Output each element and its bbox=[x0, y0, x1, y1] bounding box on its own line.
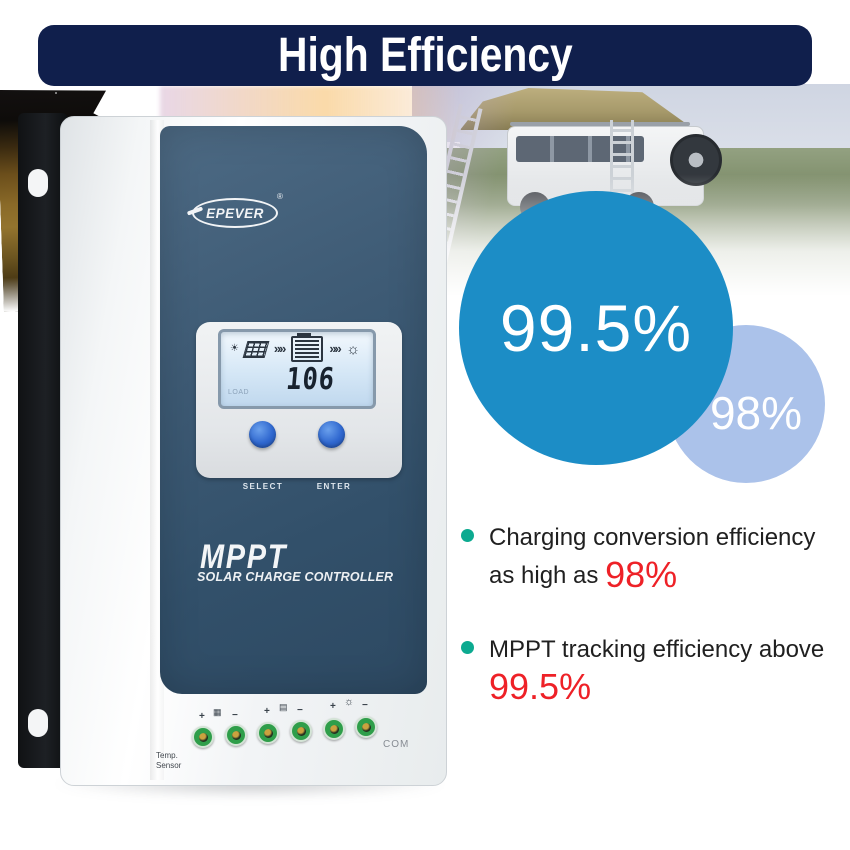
feature-line2: as high as 98% bbox=[489, 556, 815, 594]
mounting-hole-bottom bbox=[28, 709, 48, 737]
select-button bbox=[249, 421, 276, 448]
bullet-dot-icon bbox=[461, 641, 474, 654]
feature-text: MPPT tracking efficiency above 99.5% bbox=[489, 631, 824, 706]
temp-sensor-line2: Sensor bbox=[156, 761, 182, 770]
stars bbox=[0, 0, 2, 2]
feature-conversion-efficiency: Charging conversion efficiency as high a… bbox=[461, 519, 841, 594]
product-subtitle: SOLAR CHARGE CONTROLLER bbox=[197, 570, 394, 584]
terminal-pv-plus bbox=[192, 726, 214, 748]
bullet-dot-icon bbox=[461, 529, 474, 542]
com-port-label: COM bbox=[383, 739, 410, 750]
feature-line1: MPPT tracking efficiency above bbox=[489, 636, 825, 663]
tracking-efficiency-value: 99.5% bbox=[499, 291, 693, 365]
battery-plus-label: + bbox=[264, 706, 270, 717]
conversion-efficiency-value: 98% bbox=[709, 387, 803, 439]
feature-text: Charging conversion efficiency as high a… bbox=[489, 519, 815, 594]
brand-logo: EPEVER bbox=[192, 198, 278, 228]
tracking-efficiency-circle: 99.5% bbox=[459, 191, 733, 465]
brand-name: EPEVER bbox=[206, 205, 264, 221]
temp-sensor-label: Temp. Sensor bbox=[156, 751, 181, 771]
flow-arrows-icon: »» bbox=[273, 340, 287, 356]
battery-minus-label: − bbox=[297, 705, 303, 716]
solar-panel-icon bbox=[243, 340, 270, 358]
battery-icon: ▤ bbox=[279, 702, 288, 712]
lcd-reading: 106 bbox=[284, 362, 337, 397]
terminal-battery-plus bbox=[257, 722, 279, 744]
flow-arrows-icon: »» bbox=[329, 340, 342, 356]
terminal-load-plus bbox=[323, 718, 345, 740]
feature-line2: 99.5% bbox=[489, 668, 824, 706]
mounting-bracket bbox=[18, 113, 68, 768]
battery-icon bbox=[290, 333, 323, 362]
feature-highlight-value: 99.5% bbox=[489, 666, 592, 707]
pv-minus-label: − bbox=[232, 710, 238, 721]
load-minus-label: − bbox=[362, 700, 368, 711]
enter-button-label: ENTER bbox=[316, 482, 352, 491]
feature-line2-prefix: as high as bbox=[489, 562, 606, 589]
title-banner: High Efficiency bbox=[38, 25, 812, 86]
lamp-icon: ☼ bbox=[344, 696, 355, 708]
sun-icon: ☀ bbox=[230, 343, 239, 354]
temp-sensor-line1: Temp. bbox=[156, 751, 178, 760]
lcd-screen bbox=[218, 329, 376, 409]
mounting-hole-top bbox=[28, 169, 48, 197]
terminal-load-minus bbox=[355, 716, 377, 738]
bulb-icon: ☼ bbox=[346, 340, 360, 358]
solar-panel-icon: ▦ bbox=[213, 707, 222, 717]
terminal-battery-minus bbox=[290, 720, 312, 742]
feature-highlight-value: 98% bbox=[605, 554, 678, 595]
select-button-label: SELECT bbox=[242, 482, 284, 491]
pv-plus-label: + bbox=[199, 711, 205, 722]
product-line-title: MPPT bbox=[200, 538, 288, 576]
terminal-pv-minus bbox=[225, 724, 247, 746]
registered-trademark-icon: ® bbox=[277, 192, 283, 201]
feature-line1: Charging conversion efficiency bbox=[489, 524, 816, 551]
banner-title: High Efficiency bbox=[277, 29, 573, 82]
feature-tracking-efficiency: MPPT tracking efficiency above 99.5% bbox=[461, 631, 841, 706]
lcd-status-icons: ☀ »» »» ☼ bbox=[230, 333, 360, 362]
lcd-load-label: LOAD bbox=[228, 389, 250, 396]
enter-button bbox=[318, 421, 345, 448]
load-plus-label: + bbox=[330, 701, 336, 712]
